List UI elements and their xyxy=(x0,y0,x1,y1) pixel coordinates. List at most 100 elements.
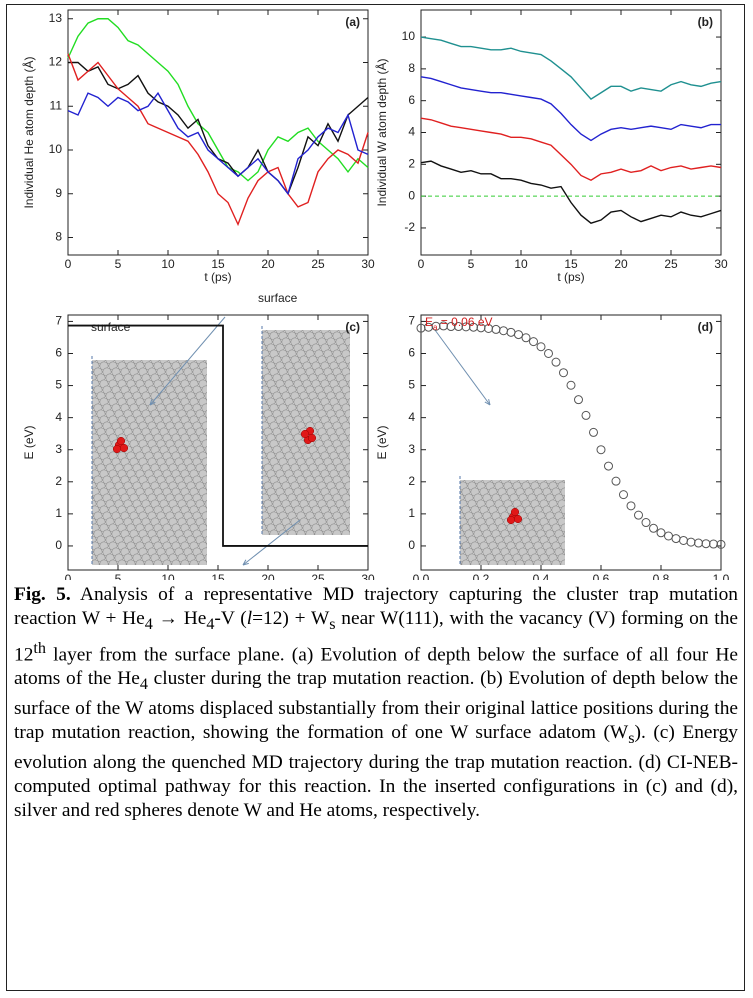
w-atom xyxy=(252,386,260,394)
w-atom xyxy=(351,386,359,394)
w-atom xyxy=(204,360,207,365)
data-point xyxy=(694,538,703,548)
he-atom xyxy=(307,433,317,443)
w-atom xyxy=(79,356,87,364)
w-atom xyxy=(249,524,257,532)
w-atom xyxy=(208,506,216,514)
w-atom xyxy=(204,409,207,419)
w-atom xyxy=(351,458,359,466)
w-atom xyxy=(211,404,219,412)
w-atom xyxy=(354,500,362,508)
w-atom xyxy=(252,368,260,376)
w-atom xyxy=(126,559,136,565)
w-atom xyxy=(252,530,260,538)
w-atom xyxy=(211,530,219,538)
w-atom xyxy=(341,529,350,535)
w-atom xyxy=(447,530,455,538)
w-atom xyxy=(162,559,172,565)
w-atom xyxy=(79,410,87,418)
w-atom xyxy=(461,559,471,565)
w-atom xyxy=(347,361,350,371)
w-atom xyxy=(204,373,207,383)
data-point xyxy=(574,395,583,405)
w-atom xyxy=(204,553,207,563)
panel-label: (b) xyxy=(698,15,713,29)
caption-run: Fig. 5. xyxy=(14,584,71,605)
w-atom xyxy=(351,350,359,358)
w-atom xyxy=(323,529,333,535)
w-atom xyxy=(208,416,216,424)
w-atom xyxy=(563,548,565,556)
data-point xyxy=(641,518,651,528)
inset-atoms xyxy=(249,330,362,538)
he-atom xyxy=(510,507,520,517)
x-tick-label: 5 xyxy=(115,572,122,580)
x-axis-title: t (ps) xyxy=(557,270,584,284)
x-tick-label: 0.4 xyxy=(533,572,550,580)
w-atom xyxy=(82,470,90,478)
data-point xyxy=(664,531,673,541)
w-atom xyxy=(567,554,575,562)
w-atom xyxy=(208,560,216,568)
y-tick-label: 2 xyxy=(408,474,415,488)
plot-frame xyxy=(420,314,722,571)
w-atom xyxy=(117,559,127,565)
annotation: surface xyxy=(91,320,131,334)
data-point xyxy=(491,324,501,334)
w-atom xyxy=(204,517,207,527)
w-atom xyxy=(252,422,260,430)
x-tick-label: 5 xyxy=(468,257,475,271)
data-point xyxy=(581,410,591,420)
w-atom xyxy=(567,500,575,508)
w-atom xyxy=(567,536,575,544)
w-atom xyxy=(249,416,257,424)
annotation: Ea = 0.06 eV xyxy=(425,315,493,331)
w-atom xyxy=(211,422,219,430)
w-atom xyxy=(79,446,87,454)
w-atom xyxy=(488,559,498,565)
w-atom xyxy=(92,559,100,565)
y-tick-label: 7 xyxy=(408,314,415,328)
data-point xyxy=(679,535,688,545)
x-tick-label: 20 xyxy=(614,257,628,271)
x-tick-label: 15 xyxy=(211,257,225,271)
w-atom xyxy=(450,500,458,508)
w-atom xyxy=(82,416,90,424)
x-tick-label: 15 xyxy=(564,257,578,271)
w-atom xyxy=(189,559,199,565)
w-atom xyxy=(567,482,575,490)
x-tick-label: 0.6 xyxy=(593,572,610,580)
w-atom xyxy=(180,559,190,565)
w-atom xyxy=(570,542,578,550)
annotation-part: = 0.06 eV xyxy=(437,315,492,329)
w-atom xyxy=(252,458,260,466)
y-tick-label: 5 xyxy=(55,378,62,392)
w-atom xyxy=(144,559,154,565)
w-atom xyxy=(351,494,359,502)
data-point xyxy=(589,427,598,437)
y-tick-label: 6 xyxy=(408,93,415,107)
y-tick-label: 7 xyxy=(55,314,62,328)
w-atom xyxy=(208,362,216,370)
w-atom xyxy=(450,482,458,490)
caption: Fig. 5. Analysis of a representative MD … xyxy=(14,583,738,823)
x-tick-label: 0 xyxy=(65,572,72,580)
panel-label: (d) xyxy=(698,320,713,334)
caption-run: =12) + W xyxy=(252,608,330,629)
w-atom xyxy=(252,350,260,358)
x-tick-label: 30 xyxy=(361,572,375,580)
w-atom xyxy=(497,559,507,565)
caption-run: ). (c) Energy evolution along the quench… xyxy=(14,722,738,822)
data-point xyxy=(499,326,508,336)
he-atom xyxy=(112,444,122,454)
w-atom xyxy=(249,488,257,496)
w-atom xyxy=(563,494,565,502)
w-atom xyxy=(249,362,257,370)
w-atom xyxy=(347,505,350,515)
w-atom xyxy=(82,524,90,532)
data-point xyxy=(559,368,568,378)
w-atom xyxy=(332,529,342,535)
w-atom xyxy=(82,506,90,514)
w-atom xyxy=(354,482,362,490)
